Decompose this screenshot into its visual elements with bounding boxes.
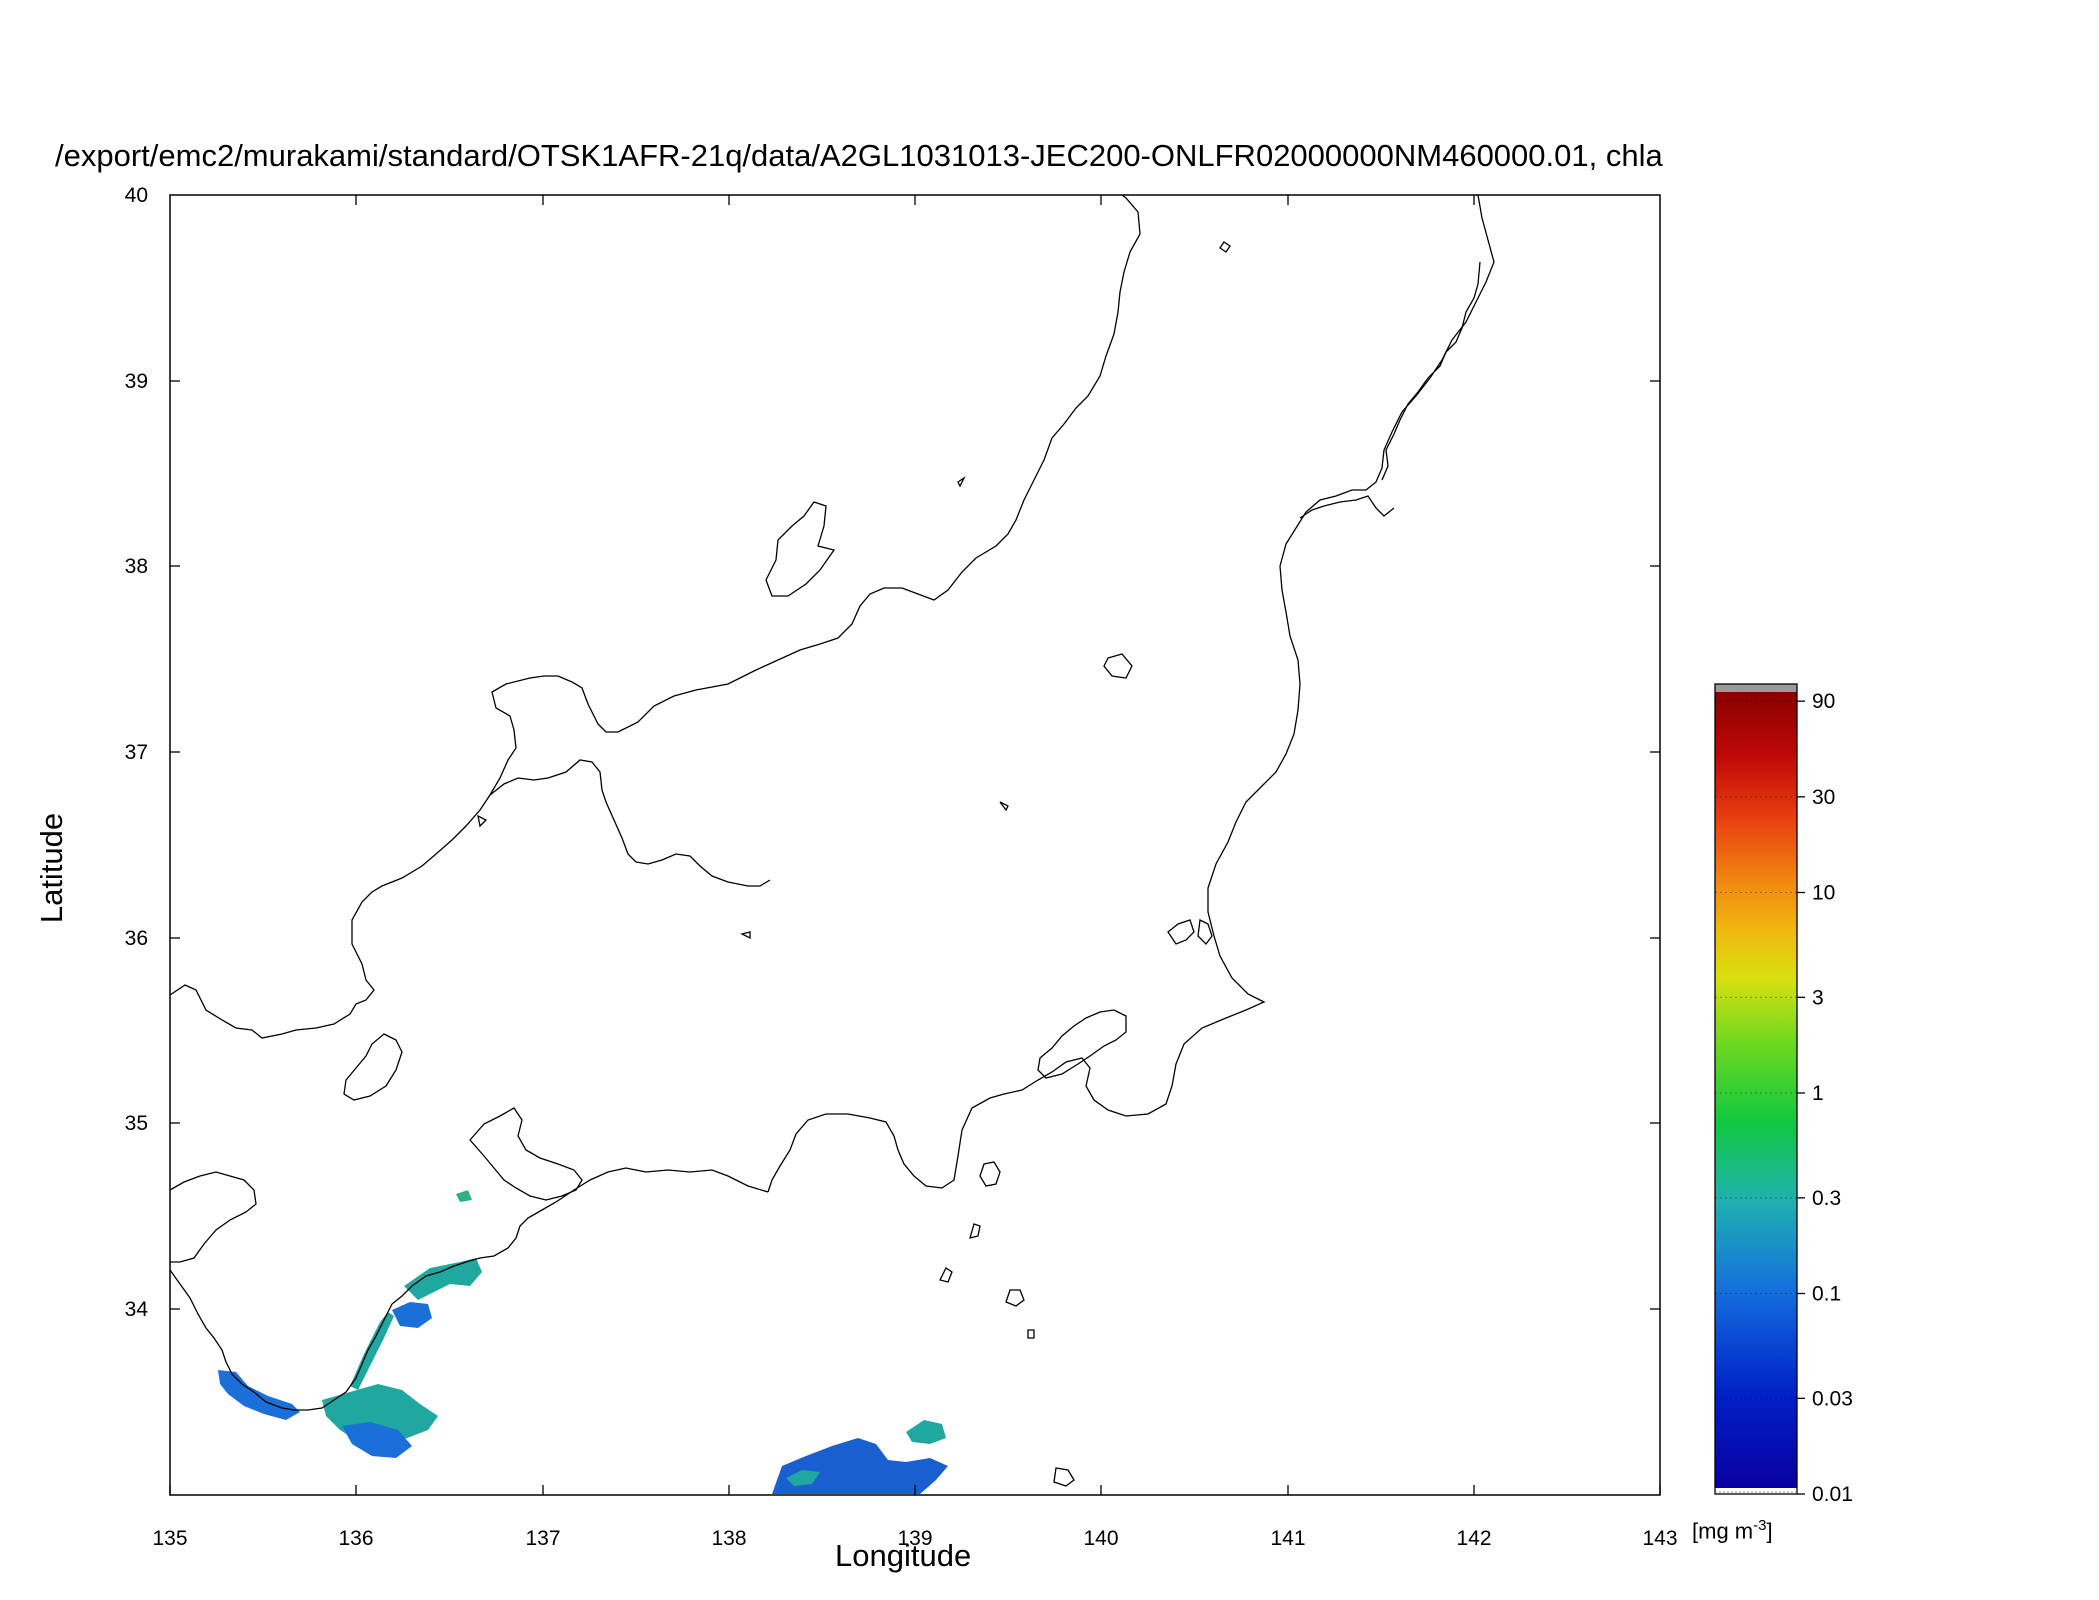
y-ticks — [170, 380, 1660, 1310]
x-tick-label: 136 — [338, 1527, 373, 1550]
island-awashima — [1219, 241, 1231, 253]
x-tick-label: 135 — [152, 1527, 187, 1550]
coastline-east-jagged — [1381, 261, 1481, 481]
colorbar-tick-label: 1 — [1812, 1082, 1824, 1105]
colorbar — [1715, 692, 1797, 1488]
y-tick-label: 34 — [125, 1298, 149, 1321]
coastline-tokyo-bay — [1037, 1009, 1127, 1079]
x-tick-label: 143 — [1642, 1527, 1677, 1550]
units-prefix: [mg m — [1692, 1518, 1754, 1544]
chla-patch-shiono-blue — [342, 1422, 412, 1458]
coastline-izu-tokai — [169, 1167, 769, 1411]
island-miyake — [1005, 1289, 1025, 1307]
chla-patch-shiono-west — [218, 1370, 300, 1420]
islands — [343, 241, 1231, 1487]
island-awaji — [343, 1033, 403, 1101]
y-tick-label: 36 — [125, 927, 148, 950]
colorbar-tick-label: 30 — [1812, 786, 1835, 809]
colorbar-tick-label: 90 — [1812, 690, 1835, 713]
colorbar-tick-label: 0.03 — [1812, 1387, 1853, 1410]
x-tick-label: 138 — [711, 1527, 746, 1550]
island-oshima — [979, 1161, 1001, 1187]
y-axis-label: Latitude — [34, 812, 69, 924]
figure-title: /export/emc2/murakami/standard/OTSK1AFR-… — [55, 138, 1663, 173]
coastline-kii-west — [169, 1171, 257, 1263]
y-tick-label: 35 — [125, 1112, 148, 1135]
x-tick-label: 137 — [525, 1527, 560, 1550]
coastline-kasumigaura-2 — [1197, 919, 1213, 945]
chla-patch-south-teal — [906, 1420, 946, 1444]
colorbar-tick-label: 0.01 — [1812, 1483, 1853, 1506]
y-tick-label: 40 — [125, 184, 148, 207]
colorbar-tick-label: 0.1 — [1812, 1283, 1841, 1306]
island-mikura — [1027, 1329, 1035, 1339]
x-axis-label: Longitude — [835, 1538, 972, 1573]
island-small-1 — [999, 801, 1009, 812]
plot-frame — [169, 194, 1661, 1496]
island-sado — [765, 501, 836, 597]
chla-patch-south-strip — [786, 1470, 820, 1486]
chla-patch-south-large — [772, 1438, 948, 1494]
y-tick-label: 39 — [125, 370, 148, 393]
colorbar-tick-label: 3 — [1812, 986, 1824, 1009]
colorbar-tick-label: 10 — [1812, 882, 1835, 905]
coastline-kasumigaura — [1167, 919, 1195, 945]
x-ticks — [169, 195, 1661, 1495]
chla-patches — [218, 1190, 948, 1494]
chla-patch-coast-strip — [350, 1312, 394, 1390]
y-tick-label: 38 — [125, 555, 148, 578]
y-tick-label: 37 — [125, 741, 148, 764]
units-suffix: ] — [1766, 1518, 1773, 1544]
x-tick-label: 140 — [1083, 1527, 1118, 1550]
coastline-ise-bay — [469, 1107, 583, 1201]
island-hachijo — [1053, 1467, 1075, 1487]
island-inawashiro-lake — [1103, 653, 1133, 679]
coastline-pacific-east — [767, 194, 1495, 1193]
chla-patch-kii-east — [404, 1258, 482, 1300]
coastline-sendai-bay — [1299, 495, 1395, 519]
chla-patch-ise — [456, 1190, 472, 1202]
chla-patch-kii-east-blue — [392, 1302, 432, 1328]
island-small-3 — [477, 814, 488, 828]
x-tick-label: 141 — [1270, 1527, 1305, 1550]
coastline-main-japan-sea — [169, 194, 1141, 1039]
coastline-noto-peninsula — [489, 759, 771, 887]
colorbar-tick-label: 0.3 — [1812, 1187, 1841, 1210]
x-tick-label: 142 — [1456, 1527, 1491, 1550]
island-small-4 — [957, 476, 966, 488]
colorbar-ticks: 0.01 0.03 0.1 0.3 1 3 10 30 90 — [1715, 690, 1853, 1506]
coastlines — [169, 194, 1495, 1411]
colorbar-units: [mg m-3] — [1692, 1517, 1773, 1544]
island-kozu — [939, 1267, 953, 1283]
island-niijima — [969, 1223, 981, 1239]
colorbar-top-cap — [1715, 684, 1797, 692]
units-exponent: -3 — [1753, 1517, 1767, 1534]
x-tick-label: 139 — [897, 1527, 932, 1550]
island-small-2 — [740, 931, 751, 940]
colorbar-frame — [1714, 683, 1798, 1495]
